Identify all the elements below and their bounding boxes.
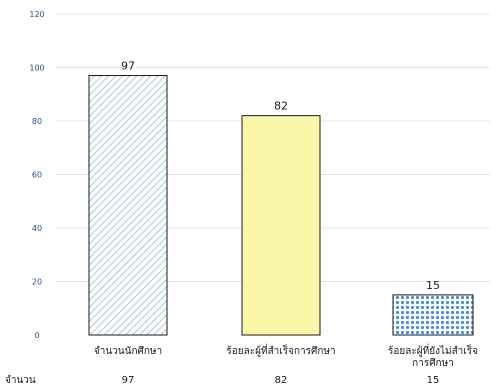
y-tick-label: 120 xyxy=(29,10,44,19)
category-label: จำนวนนักศึกษา xyxy=(94,345,162,357)
y-tick-label: 60 xyxy=(32,171,42,180)
data-table: จำนวน 97 82 15 xyxy=(5,375,439,386)
bar xyxy=(241,115,321,336)
category-label: ร้อยละผู้ที่สำเร็จการศึกษา xyxy=(226,343,335,357)
y-axis: 0 20 40 60 80 100 120 xyxy=(29,10,44,340)
data-table-row-label: จำนวน xyxy=(5,375,36,386)
data-table-cell: 97 xyxy=(122,375,135,386)
y-tick-label: 20 xyxy=(32,278,42,287)
y-tick-label: 80 xyxy=(32,117,42,126)
y-tick-label: 100 xyxy=(29,64,44,73)
category-label: การศึกษา xyxy=(412,357,454,369)
data-table-cell: 15 xyxy=(427,375,440,386)
y-tick-label: 40 xyxy=(32,224,42,233)
category-label: ร้อยละผู้ที่ยังไม่สำเร็จ xyxy=(388,343,478,357)
value-labels: 97 82 15 xyxy=(121,60,440,292)
bar xyxy=(88,75,168,336)
data-table-cell: 82 xyxy=(275,375,288,386)
bar xyxy=(392,294,474,336)
bars xyxy=(88,75,474,336)
bar-value-label: 82 xyxy=(274,100,288,113)
category-labels: จำนวนนักศึกษา ร้อยละผู้ที่สำเร็จการศึกษา ร… xyxy=(94,343,478,369)
bar-value-label: 15 xyxy=(426,279,440,292)
y-tick-label: 0 xyxy=(34,331,39,340)
bar-value-label: 97 xyxy=(121,60,135,73)
